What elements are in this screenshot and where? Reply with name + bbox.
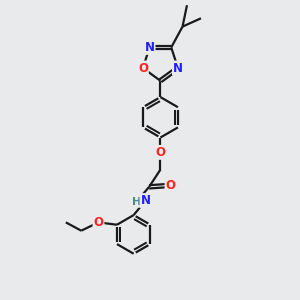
Text: O: O <box>138 61 148 74</box>
Text: N: N <box>145 41 154 54</box>
Text: O: O <box>166 179 176 192</box>
Text: H: H <box>132 197 141 207</box>
Text: N: N <box>140 194 151 207</box>
Text: O: O <box>155 146 165 159</box>
Text: N: N <box>173 61 183 74</box>
Text: O: O <box>94 216 103 229</box>
